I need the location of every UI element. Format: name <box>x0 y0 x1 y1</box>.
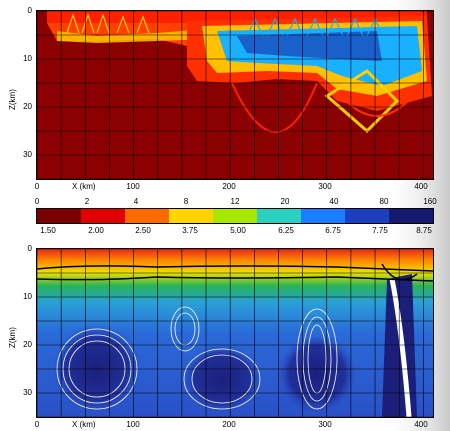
cbar-top-label-3: 8 <box>183 197 189 206</box>
top-ylabel: Z(km) <box>8 89 17 110</box>
bottom-deep-blob-3 <box>277 334 357 414</box>
top-xtick-200: 200 <box>222 182 236 191</box>
cbar-bottom-label-3: 3.75 <box>182 226 198 235</box>
cbar-bottom-label-1: 2.00 <box>88 226 104 235</box>
top-ytick-30: 30 <box>23 150 32 159</box>
cbar-top-label-4: 12 <box>230 197 240 206</box>
top-heatmap <box>37 11 433 179</box>
bottom-xtick-200: 200 <box>222 420 236 429</box>
cbar-top-label-8: 160 <box>423 197 437 206</box>
bottom-xtick-100: 100 <box>126 420 140 429</box>
cbar-bottom-label-5: 6.25 <box>278 226 294 235</box>
bottom-ytick-20: 20 <box>23 340 32 349</box>
top-ytick-20: 20 <box>23 102 32 111</box>
cbar-bottom-label-0: 1.50 <box>40 226 56 235</box>
top-ytick-0: 0 <box>27 6 32 15</box>
cbar-top-label-1: 2 <box>84 197 90 206</box>
bottom-xtick-300: 300 <box>318 420 332 429</box>
top-ytick-10: 10 <box>23 54 32 63</box>
bottom-deep-column <box>382 274 417 417</box>
top-heatmap-panel <box>36 10 434 180</box>
bottom-ytick-0: 0 <box>27 244 32 253</box>
colorbar-swatch <box>125 209 170 223</box>
colorbar-swatch <box>345 209 390 223</box>
cbar-bottom-label-7: 7.75 <box>372 226 388 235</box>
cbar-top-label-5: 20 <box>280 197 290 206</box>
cbar-bottom-label-2: 2.50 <box>135 226 151 235</box>
cbar-top-label-2: 4 <box>133 197 139 206</box>
top-anomaly-deep <box>237 31 382 61</box>
cbar-top-label-7: 80 <box>379 197 389 206</box>
top-spikes <box>246 17 384 37</box>
colorbar-swatch <box>389 209 434 223</box>
bottom-deep-blob-2 <box>182 344 262 414</box>
bottom-xtick-0: 0 <box>34 420 40 429</box>
top-ray-arc-1 <box>231 82 318 133</box>
colorbar <box>36 208 434 224</box>
cbar-bottom-label-6: 6.75 <box>325 226 341 235</box>
top-xlabel: X (km) <box>72 182 96 191</box>
bottom-ytick-30: 30 <box>23 388 32 397</box>
colorbar-swatch <box>37 209 82 223</box>
bottom-heatmap-panel <box>36 248 434 418</box>
bottom-surface-contours <box>37 263 433 282</box>
colorbar-swatches <box>37 209 434 223</box>
cbar-bottom-label-8: 8.75 <box>416 226 432 235</box>
colorbar-swatch <box>213 209 258 223</box>
colorbar-swatch <box>257 209 302 223</box>
top-grid <box>37 11 433 179</box>
top-xtick-400: 400 <box>414 182 428 191</box>
colorbar-swatch <box>301 209 346 223</box>
cbar-top-label-0: 0 <box>34 197 40 206</box>
cbar-top-label-6: 40 <box>329 197 339 206</box>
top-spikes-left <box>66 13 150 34</box>
bottom-white-streak <box>389 278 412 417</box>
cbar-bottom-label-4: 5.00 <box>230 226 246 235</box>
top-ray-diamond <box>324 69 400 134</box>
top-ray-arc-2 <box>336 90 418 117</box>
bottom-xtick-400: 400 <box>414 420 428 429</box>
top-xtick-100: 100 <box>126 182 140 191</box>
colorbar-swatch <box>81 209 126 223</box>
bottom-ytick-10: 10 <box>23 292 32 301</box>
bottom-heatmap <box>37 249 433 417</box>
bottom-xlabel: X (km) <box>72 420 96 429</box>
top-xtick-0: 0 <box>34 182 40 191</box>
top-xtick-300: 300 <box>318 182 332 191</box>
top-left-yellow <box>57 29 212 43</box>
colorbar-swatch <box>169 209 214 223</box>
bottom-grid <box>37 249 433 417</box>
bottom-ylabel: Z(km) <box>8 327 17 348</box>
